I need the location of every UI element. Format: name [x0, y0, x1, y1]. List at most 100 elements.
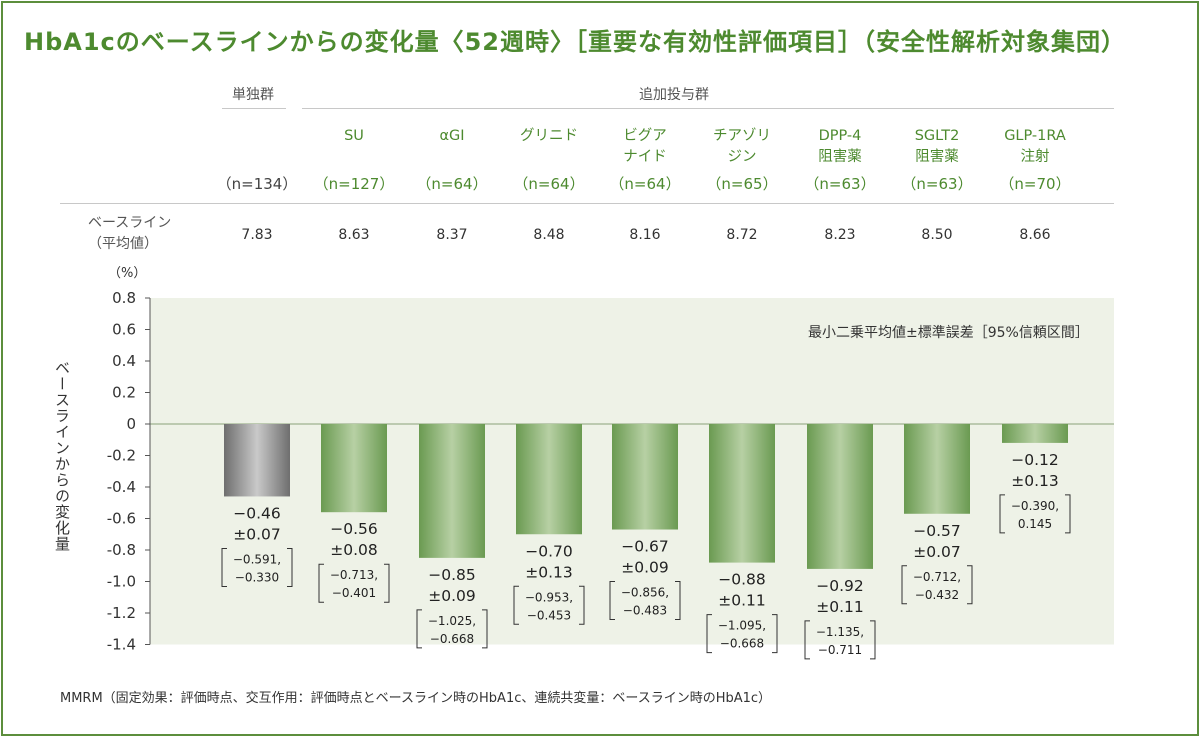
bar: [807, 424, 873, 569]
ci-lower-label: −0.591,: [233, 552, 281, 566]
group-name-line: 注射: [1020, 149, 1050, 165]
ci-upper-label: −0.401: [332, 586, 376, 600]
y-tick-label: 0.6: [112, 321, 136, 339]
ci-lower-label: −0.953,: [525, 590, 573, 604]
baseline-label-line2: （平均値）: [88, 236, 158, 252]
mono-group-line: [222, 108, 286, 109]
bar: [516, 424, 582, 535]
y-tick-label: -1.4: [107, 636, 136, 654]
y-tick-label: 0.8: [112, 289, 136, 307]
bar-se-label: ±0.09: [428, 587, 476, 605]
y-tick-label: -1.0: [107, 573, 136, 591]
bar-value-label: −0.46: [233, 504, 281, 522]
group-name: チアゾリ ジン: [692, 126, 792, 168]
legend-note: 最小二乗平均値±標準誤差［95%信頼区間］: [808, 325, 1089, 341]
group-name-line: 阻害薬: [818, 149, 862, 165]
group-name: GLP-1RA 注射: [985, 126, 1085, 168]
ci-upper-label: 0.145: [1018, 517, 1052, 531]
group-name-line: SGLT2: [914, 128, 960, 144]
footnote: MMRM（固定効果：評価時点、交互作用：評価時点とベースライン時のHbA1c、連…: [60, 691, 772, 706]
y-tick-label: -0.6: [107, 510, 136, 528]
group-n: （n=64）: [416, 175, 488, 193]
group-name: DPP-4 阻害薬: [790, 126, 890, 168]
ci-bracket-right: [482, 609, 488, 649]
group-name: αGI: [402, 126, 502, 147]
group-name-line: ナイド: [623, 149, 667, 165]
unit-label: （%）: [108, 266, 147, 281]
ci-bracket-right: [384, 563, 390, 603]
group-name-line: ビグア: [623, 128, 667, 144]
chart-title: HbA1cのベースラインからの変化量〈52週時〉［重要な有効性評価項目］（安全性…: [24, 28, 1126, 56]
bar-se-label: ±0.08: [330, 541, 378, 559]
ci-upper-label: −0.453: [527, 608, 571, 622]
group-name-line: グリニド: [520, 128, 578, 144]
ci-bracket-left: [706, 614, 712, 654]
ci-lower-label: −1.095,: [718, 619, 766, 633]
ci-bracket-right: [579, 585, 585, 625]
group-n: （n=64）: [609, 175, 681, 193]
ci-lower-label: −0.713,: [330, 568, 378, 582]
group-name: SU: [304, 126, 404, 147]
baseline-value: 8.63: [338, 227, 370, 243]
ci-upper-label: −0.668: [720, 637, 764, 651]
y-tick-label: 0.4: [112, 352, 136, 370]
group-name-line: ジン: [727, 149, 757, 165]
add-group-label: 追加投与群: [639, 87, 709, 103]
baseline-value: 7.83: [241, 227, 273, 243]
bar-se-label: ±0.13: [525, 563, 573, 581]
bar-value-label: −0.85: [428, 566, 476, 584]
bar-value-label: −0.88: [718, 571, 766, 589]
baseline-value: 8.16: [629, 227, 661, 243]
group-n: （n=127）: [313, 175, 395, 193]
bar-se-label: ±0.09: [621, 559, 669, 577]
ci-bracket-left: [221, 547, 227, 587]
ci-bracket-right: [967, 565, 973, 605]
group-name-line: チアゾリ: [713, 128, 771, 144]
group-name-line: GLP-1RA: [1004, 128, 1066, 144]
bar-value-label: −0.92: [816, 577, 864, 595]
bar: [419, 424, 485, 558]
bar-value-label: −0.67: [621, 538, 669, 556]
bar-value-label: −0.56: [330, 520, 378, 538]
group-name-line: αGI: [439, 128, 465, 144]
add-group-line: [302, 108, 1114, 109]
y-axis-label: ベースラインからの変化量: [53, 360, 71, 552]
ci-bracket-left: [901, 565, 907, 605]
bar-value-label: −0.12: [1011, 451, 1059, 469]
ci-bracket-left: [318, 563, 324, 603]
y-tick-label: -0.8: [107, 541, 136, 559]
group-name: ビグア ナイド: [595, 126, 695, 168]
baseline-value: 8.37: [436, 227, 468, 243]
bar-se-label: ±0.11: [816, 598, 864, 616]
ci-upper-label: −0.432: [915, 588, 959, 602]
bar: [904, 424, 970, 514]
baseline-value: 8.48: [533, 227, 565, 243]
bar-se-label: ±0.13: [1011, 472, 1059, 490]
group-name: SGLT2 阻害薬: [887, 126, 987, 168]
group-name-line: SU: [344, 128, 364, 144]
ci-bracket-left: [416, 609, 422, 649]
group-n: （n=134）: [216, 175, 298, 193]
bar: [709, 424, 775, 563]
ci-bracket-left: [999, 494, 1005, 534]
bar-se-label: ±0.11: [718, 592, 766, 610]
ci-bracket-right: [287, 547, 293, 587]
bar-se-label: ±0.07: [233, 525, 281, 543]
baseline-value: 8.72: [726, 227, 758, 243]
group-n: （n=64）: [513, 175, 585, 193]
header-divider: [60, 203, 1114, 204]
group-name-line: DPP-4: [818, 128, 862, 144]
bar-value-label: −0.57: [913, 522, 961, 540]
ci-upper-label: −0.330: [235, 570, 279, 584]
ci-upper-label: −0.668: [430, 632, 474, 646]
ci-lower-label: −0.712,: [913, 570, 961, 584]
baseline-label-line1: ベースライン: [88, 215, 172, 231]
ci-lower-label: −1.135,: [816, 625, 864, 639]
bar: [321, 424, 387, 513]
baseline-value: 8.66: [1019, 227, 1051, 243]
ci-bracket-right: [772, 614, 778, 654]
bar-se-label: ±0.07: [913, 543, 961, 561]
group-n: （n=63）: [901, 175, 973, 193]
